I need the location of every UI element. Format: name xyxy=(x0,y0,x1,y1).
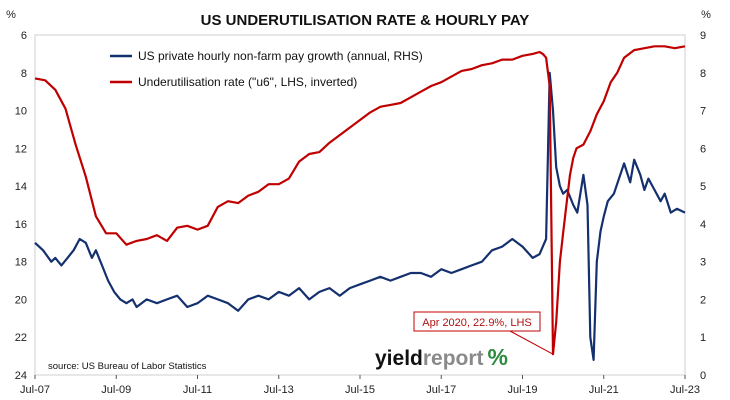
left-tick-label: 6 xyxy=(21,30,27,42)
right-tick-label: 5 xyxy=(700,181,706,193)
right-tick-label: 6 xyxy=(700,143,706,155)
x-tick-label: Jul-07 xyxy=(20,384,50,396)
left-tick-label: 10 xyxy=(15,106,27,118)
chart-title: US UNDERUTILISATION RATE & HOURLY PAY xyxy=(201,12,530,29)
logo-percent-icon: % xyxy=(488,344,508,370)
x-tick-label: Jul-09 xyxy=(101,384,131,396)
annotation-leader-line xyxy=(509,330,554,355)
x-tick-label: Jul-11 xyxy=(183,384,212,396)
annotation-box xyxy=(413,311,541,332)
right-tick-label: 8 xyxy=(700,68,706,80)
x-tick-label: Jul-13 xyxy=(264,384,294,396)
annotation-text: Apr 2020, 22.9%, LHS xyxy=(422,317,531,329)
right-tick-label: 7 xyxy=(700,106,706,118)
annotation-callout: Apr 2020, 22.9%, LHS xyxy=(413,311,554,355)
svg-text:yieldreport%: yieldreport% xyxy=(375,344,508,370)
right-axis-unit: % xyxy=(701,9,711,21)
x-tick-label: Jul-17 xyxy=(426,384,456,396)
right-tick-label: 3 xyxy=(700,257,706,269)
x-tick-label: Jul-19 xyxy=(508,384,538,396)
source-note: source: US Bureau of Labor Statistics xyxy=(48,361,207,372)
right-tick-label: 0 xyxy=(700,370,706,382)
x-tick-label: Jul-23 xyxy=(670,384,700,396)
right-tick-label: 4 xyxy=(700,219,706,231)
legend: US private hourly non-farm pay growth (a… xyxy=(110,49,423,89)
x-tick-label: Jul-15 xyxy=(345,384,375,396)
x-tick-label: Jul-21 xyxy=(589,384,619,396)
logo-part-report: report xyxy=(423,347,484,370)
logo-part-yield: yield xyxy=(375,347,423,370)
left-axis-unit: % xyxy=(6,9,16,21)
left-tick-label: 22 xyxy=(15,332,27,344)
right-tick-label: 9 xyxy=(700,30,706,42)
legend-label-pay-growth: US private hourly non-farm pay growth (a… xyxy=(138,49,423,63)
yieldreport-logo: yieldreport% xyxy=(375,344,508,370)
x-axis: Jul-07 Jul-09 Jul-11 Jul-13 Jul-15 Jul-17 Jul-… xyxy=(20,375,700,396)
left-tick-label: 14 xyxy=(15,181,27,193)
left-tick-label: 20 xyxy=(15,294,27,306)
series-line-underutilisation xyxy=(34,45,686,356)
right-tick-label: 1 xyxy=(700,332,706,344)
left-axis: 6 8 10 12 14 16 18 20 22 24 xyxy=(15,30,27,382)
left-tick-label: 18 xyxy=(15,257,27,269)
left-tick-label: 24 xyxy=(15,370,27,382)
series-layer xyxy=(34,45,686,361)
right-axis: 0 1 2 3 4 5 6 7 8 9 xyxy=(700,30,706,382)
right-tick-label: 2 xyxy=(700,294,706,306)
left-tick-label: 8 xyxy=(21,68,27,80)
left-tick-label: 16 xyxy=(15,219,27,231)
series-line-pay-growth xyxy=(34,71,686,361)
legend-label-underutilisation: Underutilisation rate ("u6", LHS, invert… xyxy=(138,75,357,89)
left-tick-label: 12 xyxy=(15,143,27,155)
